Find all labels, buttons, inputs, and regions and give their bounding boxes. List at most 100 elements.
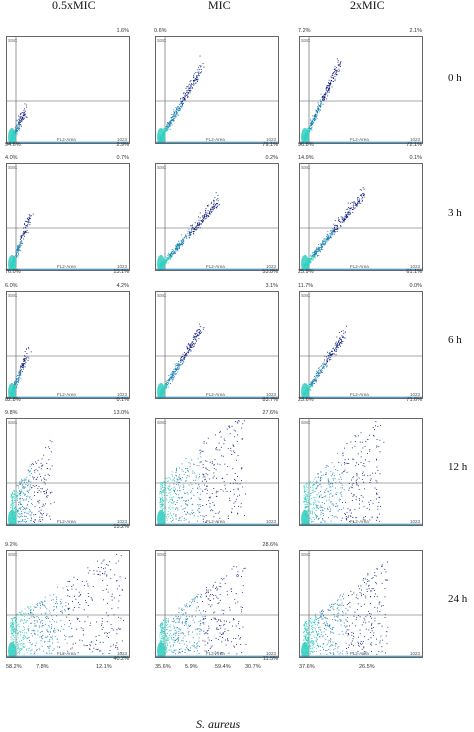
event-dot [335, 74, 336, 75]
event-dot [313, 489, 314, 490]
event-dot [328, 480, 329, 481]
event-dot [348, 211, 349, 212]
event-dot [318, 109, 319, 110]
event-dot [320, 522, 321, 523]
event-dot [345, 459, 346, 460]
event-dot [165, 482, 166, 483]
event-dot [19, 498, 20, 499]
event-dot [39, 521, 40, 522]
event-dot [326, 366, 327, 367]
event-dot [162, 491, 163, 492]
event-dot [22, 117, 23, 118]
event-dot [189, 348, 190, 349]
row-label-24h: 24 h [448, 593, 467, 605]
event-dot [192, 341, 193, 342]
event-dot [191, 460, 192, 461]
event-dot [348, 207, 349, 208]
event-dot [334, 349, 335, 350]
event-dot [223, 491, 224, 492]
event-dot [199, 225, 200, 226]
event-dot [19, 493, 20, 494]
event-dot [167, 124, 168, 125]
event-dot [227, 466, 228, 467]
event-dot [23, 360, 24, 361]
event-dot [309, 262, 310, 263]
event-dot [314, 503, 315, 504]
event-dot [376, 460, 377, 461]
event-dot [319, 375, 320, 376]
event-dot [219, 450, 220, 451]
event-dot [196, 330, 197, 331]
event-dot [336, 354, 337, 355]
event-dot [343, 219, 344, 220]
event-dot [333, 81, 334, 82]
event-dot [181, 506, 182, 507]
event-dot [161, 496, 162, 497]
event-dot [174, 491, 175, 492]
event-dot [24, 635, 25, 636]
column-header-mic: MIC [208, 0, 231, 13]
event-dot [166, 129, 167, 130]
event-dot [224, 481, 225, 482]
event-dot [311, 381, 312, 382]
event-dot [25, 351, 26, 352]
event-dot [187, 95, 188, 96]
event-dot [42, 459, 43, 460]
event-dot [329, 494, 330, 495]
event-dot [361, 432, 362, 433]
event-dot [231, 512, 232, 513]
event-dot [206, 208, 207, 209]
event-dot [170, 506, 171, 507]
event-dot [212, 510, 213, 511]
event-dot [357, 199, 358, 200]
event-dot [29, 224, 30, 225]
event-dot [316, 110, 317, 111]
event-dot [241, 503, 242, 504]
event-dot [337, 345, 338, 346]
event-dot [12, 507, 13, 508]
event-dot [323, 510, 324, 511]
event-dot [161, 482, 162, 483]
event-dot [22, 519, 23, 520]
event-dot [27, 518, 28, 519]
event-dot [353, 209, 354, 210]
event-dot [18, 257, 19, 258]
event-dot [181, 360, 182, 361]
event-dot [19, 370, 20, 371]
event-dot [318, 255, 319, 256]
event-dot [201, 223, 202, 224]
event-dot [343, 508, 344, 509]
event-dot [46, 616, 47, 617]
event-dot [197, 75, 198, 76]
event-dot [177, 480, 178, 481]
event-dot [173, 110, 174, 111]
event-dot [98, 574, 99, 575]
event-dot [18, 127, 19, 128]
event-dot [318, 505, 319, 506]
event-dot [341, 520, 342, 521]
event-dot [29, 471, 30, 472]
event-dot [60, 601, 61, 602]
quadrant-percent-lr: 2.9% [116, 142, 129, 148]
event-dot [163, 492, 164, 493]
event-dot [326, 90, 327, 91]
event-dot [367, 508, 368, 509]
event-dot [15, 511, 16, 512]
event-dot [206, 481, 207, 482]
event-dot [26, 516, 27, 517]
event-dot [44, 491, 45, 492]
event-dot [342, 473, 343, 474]
event-dot [329, 83, 330, 84]
event-dot [318, 108, 319, 109]
event-dot [311, 521, 312, 522]
event-dot [183, 93, 184, 94]
event-dot [20, 521, 21, 522]
event-dot [354, 208, 355, 209]
event-dot [208, 205, 209, 206]
event-dot [306, 500, 307, 501]
event-dot [315, 378, 316, 379]
event-dot [23, 234, 24, 235]
event-dot [315, 477, 316, 478]
